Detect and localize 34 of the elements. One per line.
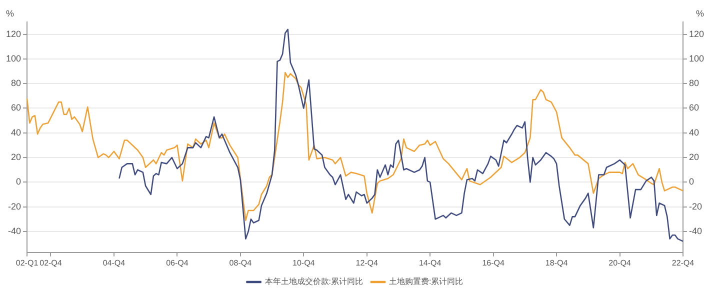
y-tick-label: 100 — [6, 53, 22, 64]
x-tick-label: 08-Q4 — [229, 258, 252, 268]
x-tick-label: 12-Q4 — [356, 258, 379, 268]
y2-tick-label: 20 — [688, 152, 699, 162]
x-tick-label: 02-Q1 — [16, 258, 39, 268]
y2-tick-label: 80 — [688, 78, 699, 88]
x-tick-label: 04-Q4 — [102, 258, 126, 268]
x-tick-label: 10-Q4 — [292, 258, 316, 268]
y-tick-label: 0 — [16, 176, 22, 187]
y2-tick-label: -20 — [688, 201, 702, 212]
x-tick-label: 02-Q4 — [40, 258, 62, 268]
y-tick-label: 80 — [11, 78, 22, 88]
y-tick-label: 60 — [11, 102, 22, 113]
y-tick-label: 20 — [11, 152, 22, 162]
x-tick-label: 20-Q4 — [608, 258, 632, 268]
y-tick-label: -40 — [8, 226, 22, 236]
y2-tick-label: 100 — [688, 53, 704, 64]
legend-label: 土地购置费:累计同比 — [389, 277, 464, 286]
y2-tick-label: 60 — [688, 102, 699, 113]
x-tick-label: 06-Q4 — [166, 258, 189, 268]
y2-axis-title: % — [696, 8, 704, 18]
legend-label: 本年土地成交价款:累计同比 — [264, 277, 364, 286]
y2-tick-label: 120 — [688, 28, 704, 39]
y-axis-title: % — [6, 8, 14, 18]
x-tick-label: 14-Q4 — [418, 258, 442, 268]
y2-tick-label: 0 — [688, 176, 694, 187]
y2-tick-label: 40 — [688, 127, 699, 138]
x-tick-label: 18-Q4 — [545, 258, 568, 268]
y2-tick-label: -40 — [688, 226, 702, 236]
y-tick-label: 120 — [6, 28, 22, 39]
y-tick-label: -20 — [8, 201, 22, 212]
y-tick-label: 40 — [11, 127, 22, 138]
x-tick-label: 16-Q4 — [482, 258, 505, 268]
x-tick-label: 22-Q4 — [672, 258, 695, 268]
